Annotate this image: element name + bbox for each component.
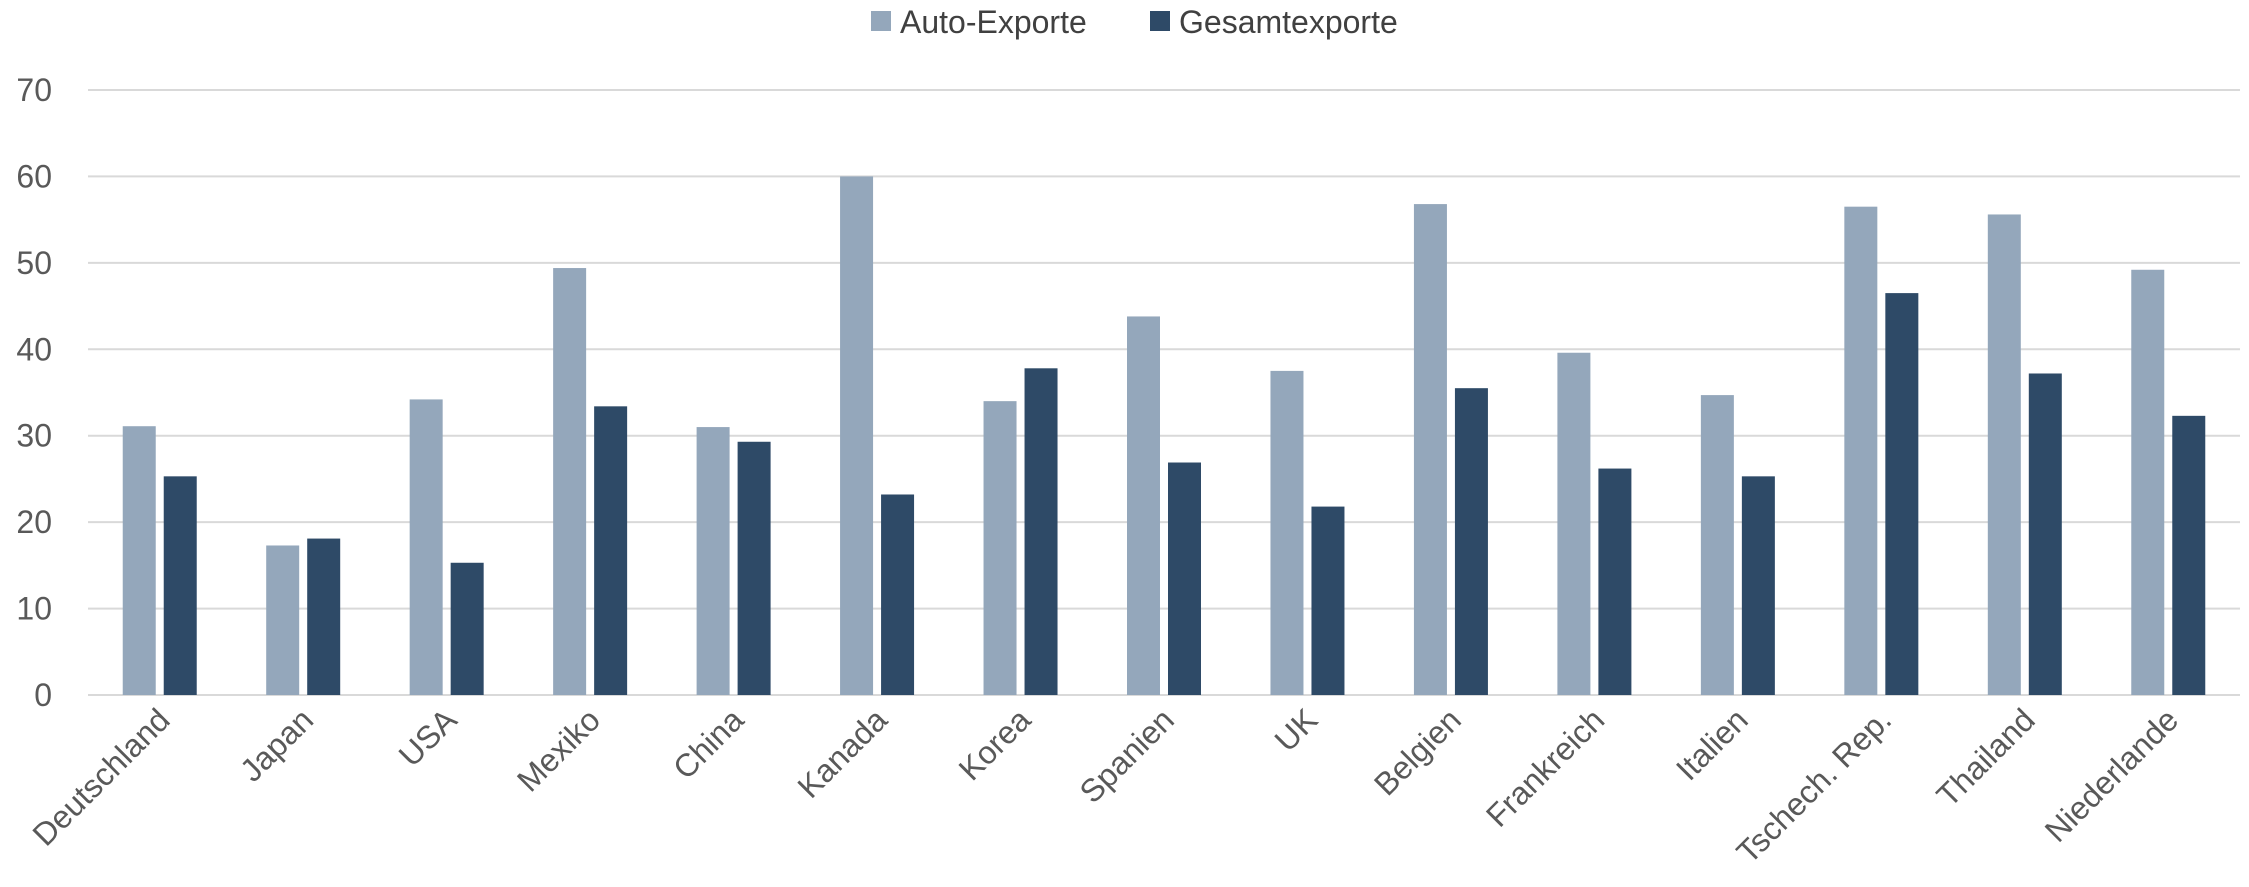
bar-auto-exporte-frankreich — [1557, 352, 1591, 695]
bar-gesamtexporte-korea — [1024, 368, 1058, 695]
bar-gesamtexporte-frankreich — [1598, 468, 1632, 695]
x-tick-label-spanien: Spanien — [1072, 701, 1180, 809]
legend-label-gesamtexporte: Gesamtexporte — [1179, 4, 1398, 40]
bar-gesamtexporte-uk — [1311, 506, 1345, 695]
y-tick-label-60: 60 — [16, 158, 52, 194]
y-tick-label-50: 50 — [16, 245, 52, 281]
bar-gesamtexporte-mexiko — [594, 406, 628, 695]
bar-gesamtexporte-niederlande — [2172, 415, 2206, 695]
bar-auto-exporte-italien — [1700, 395, 1734, 695]
x-tick-label-deutschland: Deutschland — [25, 701, 176, 852]
bar-gesamtexporte-spanien — [1168, 462, 1201, 695]
y-tick-label-10: 10 — [16, 591, 52, 627]
y-tick-label-0: 0 — [34, 677, 52, 713]
y-tick-label-40: 40 — [16, 331, 52, 367]
legend-swatch-auto-exporte — [871, 11, 891, 31]
x-tick-label-italien: Italien — [1669, 701, 1755, 787]
bar-auto-exporte-mexiko — [553, 268, 587, 695]
x-tick-label-korea: Korea — [952, 701, 1038, 787]
bar-auto-exporte-spanien — [1127, 316, 1160, 695]
bar-gesamtexporte-china — [737, 441, 771, 695]
bar-gesamtexporte-belgien — [1454, 388, 1488, 695]
x-tick-label-tschech-rep: Tschech. Rep. — [1729, 701, 1898, 870]
y-tick-label-20: 20 — [16, 504, 52, 540]
x-tick-label-thailand: Thailand — [1929, 701, 2041, 813]
x-tick-label-uk: UK — [1268, 701, 1325, 758]
bar-gesamtexporte-kanada — [881, 494, 915, 695]
bar-gesamtexporte-usa — [450, 562, 484, 695]
bar-auto-exporte-usa — [409, 399, 443, 695]
bar-gesamtexporte-italien — [1741, 476, 1775, 695]
legend-swatch-gesamtexporte — [1150, 11, 1170, 31]
x-tick-label-kanada: Kanada — [791, 701, 895, 805]
x-tick-label-usa: USA — [392, 701, 464, 773]
bar-auto-exporte-kanada — [840, 176, 874, 695]
bar-auto-exporte-tschech-rep — [1844, 206, 1878, 695]
legend-label-auto-exporte: Auto-Exporte — [900, 4, 1087, 40]
bar-auto-exporte-belgien — [1413, 204, 1447, 696]
bar-gesamtexporte-japan — [307, 538, 341, 695]
bar-auto-exporte-niederlande — [2131, 269, 2165, 695]
bar-gesamtexporte-thailand — [2028, 373, 2062, 695]
y-axis-tick-labels: 0 10 20 30 40 50 60 70 — [16, 72, 52, 713]
bar-auto-exporte-deutschland — [122, 426, 156, 695]
x-tick-label-mexiko: Mexiko — [510, 701, 607, 798]
gridlines — [88, 89, 2240, 696]
bar-auto-exporte-thailand — [1987, 214, 2021, 695]
x-tick-label-frankreich: Frankreich — [1479, 701, 1611, 833]
bar-gesamtexporte-tschech-rep — [1885, 293, 1919, 695]
x-tick-label-niederlande: Niederlande — [2038, 701, 2185, 848]
legend: Auto-Exporte Gesamtexporte — [871, 4, 1398, 40]
x-tick-label-belgien: Belgien — [1367, 701, 1468, 802]
bar-gesamtexporte-deutschland — [163, 476, 197, 695]
bar-auto-exporte-uk — [1270, 370, 1304, 695]
x-tick-label-china: China — [666, 701, 751, 786]
x-axis-category-labels: Deutschland Japan USA Mexiko China Kanada Kore… — [25, 701, 2185, 870]
bar-auto-exporte-korea — [983, 401, 1017, 695]
y-tick-label-70: 70 — [16, 72, 52, 108]
x-tick-label-japan: Japan — [233, 701, 320, 788]
y-tick-label-30: 30 — [16, 418, 52, 454]
bar-auto-exporte-japan — [266, 545, 300, 695]
bar-auto-exporte-china — [696, 427, 730, 695]
bars — [122, 176, 2206, 696]
